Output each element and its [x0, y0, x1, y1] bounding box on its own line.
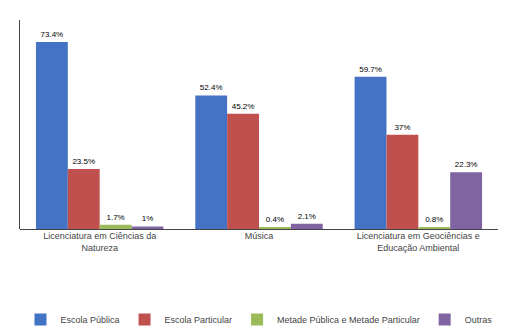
svg-text:22.3%: 22.3% [455, 160, 478, 169]
svg-text:1%: 1% [142, 214, 154, 223]
svg-text:37%: 37% [394, 123, 410, 132]
svg-text:2.1%: 2.1% [298, 212, 316, 221]
svg-text:45.2%: 45.2% [232, 102, 255, 111]
svg-text:52.4%: 52.4% [200, 83, 223, 92]
svg-text:Música: Música [245, 231, 274, 241]
svg-text:Metade Pública e Metade Partic: Metade Pública e Metade Particular [277, 315, 420, 325]
svg-text:0.4%: 0.4% [266, 215, 284, 224]
svg-text:1.7%: 1.7% [106, 213, 124, 222]
svg-text:Escola Pública: Escola Pública [61, 315, 120, 325]
svg-text:Licenciatura em Ciências daNat: Licenciatura em Ciências daNatureza [43, 231, 156, 253]
svg-text:23.5%: 23.5% [72, 157, 95, 166]
svg-text:Outras: Outras [465, 315, 493, 325]
svg-text:Escola Particular: Escola Particular [165, 315, 233, 325]
svg-text:Licenciatura em Geociências eE: Licenciatura em Geociências eEducação Am… [357, 231, 480, 253]
svg-text:59.7%: 59.7% [359, 65, 382, 74]
svg-text:73.4%: 73.4% [41, 30, 64, 39]
svg-text:0.8%: 0.8% [425, 215, 443, 224]
